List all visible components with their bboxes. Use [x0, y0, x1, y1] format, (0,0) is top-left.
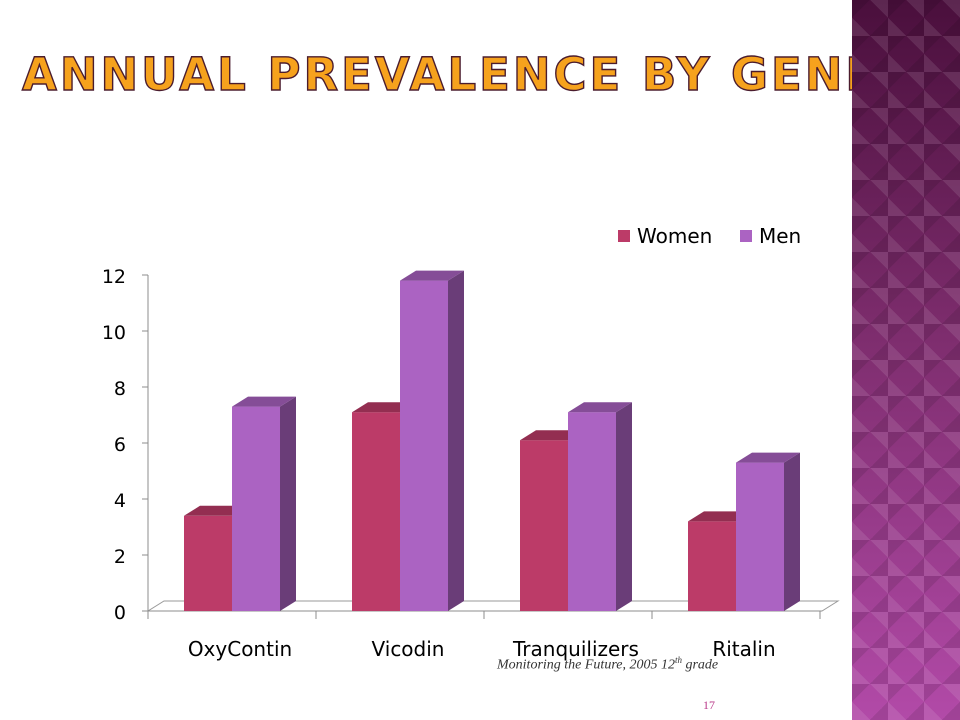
y-tick-label: 10 — [102, 322, 126, 344]
x-category-label: Tranquilizers — [512, 637, 639, 661]
bar-men-ritalin-side — [784, 452, 800, 611]
source-superscript: th — [674, 655, 682, 665]
bar-men-vicodin — [400, 280, 448, 611]
bar-men-vicodin-side — [448, 270, 464, 611]
y-tick-label: 2 — [114, 546, 126, 568]
source-citation: Monitoring the Future, 2005 12th grade — [497, 655, 718, 674]
y-tick-label: 8 — [114, 378, 126, 400]
bar-men-ritalin-top — [736, 452, 800, 463]
legend-swatch-men — [740, 230, 752, 242]
bar-men-oxycontin — [232, 406, 280, 611]
slide-title: Annual Prevalence by Gender — [21, 47, 958, 101]
x-category-label: Vicodin — [372, 637, 445, 661]
bar-men-tranquilizers-top — [568, 402, 632, 413]
bar-chart: 0 2 4 6 8 10 12 OxyContin Vicodin Tranquilizers Ri… — [102, 224, 840, 661]
bar-women-vicodin — [352, 412, 400, 611]
y-tick-label: 0 — [114, 602, 126, 624]
bar-men-tranquilizers-side — [616, 402, 632, 611]
y-tick-label: 4 — [114, 490, 126, 512]
source-text: Monitoring the Future, 2005 12 — [497, 657, 675, 673]
legend-label-men: Men — [759, 224, 801, 248]
x-category-label: OxyContin — [188, 637, 292, 661]
bar-men-oxycontin-side — [280, 396, 296, 611]
bar-women-ritalin — [688, 521, 736, 611]
decorative-side-panel — [852, 0, 960, 720]
bar-men-oxycontin-top — [232, 396, 296, 407]
y-tick-label: 6 — [114, 434, 126, 456]
bar-men-vicodin-top — [400, 270, 464, 281]
legend-label-women: Women — [637, 224, 712, 248]
bar-men-tranquilizers — [568, 412, 616, 611]
bar-women-oxycontin — [184, 515, 232, 611]
y-tick-label: 12 — [102, 266, 126, 288]
x-category-label: Ritalin — [712, 637, 775, 661]
bar-women-tranquilizers — [520, 440, 568, 611]
bar-men-ritalin — [736, 462, 784, 611]
source-tail: grade — [681, 657, 719, 673]
legend-swatch-women — [618, 230, 630, 242]
page-number: 17 — [703, 698, 715, 712]
